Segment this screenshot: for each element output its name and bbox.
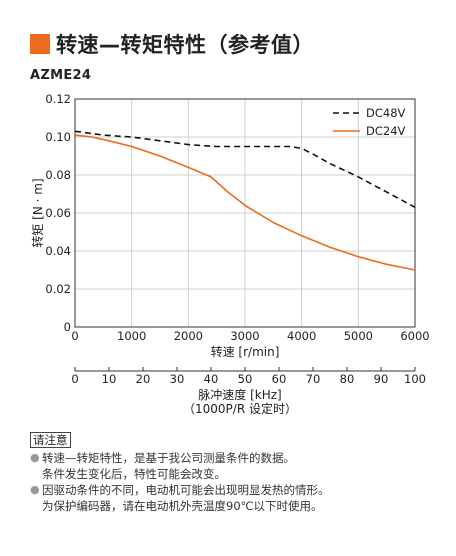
secondary-axis-tick-label: 40 xyxy=(204,372,219,386)
note-line: 因驱动条件的不同，电动机可能会出现明显发热的情形。 xyxy=(42,483,330,497)
legend-label: DC24V xyxy=(366,124,406,138)
x-tick-label: 3000 xyxy=(230,329,259,343)
secondary-axis-tick-label: 50 xyxy=(238,372,253,386)
secondary-axis-tick-label: 0 xyxy=(71,372,78,386)
secondary-axis-sublabel: （1000P/R 设定时） xyxy=(183,401,297,416)
secondary-axis-tick-label: 90 xyxy=(374,372,389,386)
secondary-axis-tick-label: 20 xyxy=(136,372,151,386)
series-line-dc24v xyxy=(74,134,416,271)
note-line: 为保护编码器，请在电动机外壳温度90℃以下时使用。 xyxy=(42,499,323,513)
plot-frame xyxy=(74,98,416,328)
page-header: 转速—转矩特性（参考值） xyxy=(30,30,314,58)
y-tick-label: 0.02 xyxy=(45,282,71,296)
y-tick-label: 0.10 xyxy=(45,130,71,144)
secondary-axis-tick-label: 30 xyxy=(170,372,185,386)
y-tick-label: 0.12 xyxy=(45,92,71,106)
orange-square-icon xyxy=(30,34,50,54)
y-tick-label: 0 xyxy=(64,320,71,334)
x-axis-label: 转速 [r/min] xyxy=(211,344,280,359)
x-tick-label: 2000 xyxy=(174,329,203,343)
bullet-icon: ● xyxy=(30,483,40,496)
model-name: AZME24 xyxy=(30,68,92,83)
x-tick-label: 1000 xyxy=(117,329,146,343)
page-title: 转速—转矩特性（参考值） xyxy=(56,33,314,57)
note-item: ● 因驱动条件的不同，电动机可能会出现明显发热的情形。 为保护编码器，请在电动机… xyxy=(30,482,440,514)
x-tick-label: 4000 xyxy=(287,329,316,343)
legend-label: DC48V xyxy=(366,106,406,120)
secondary-axis-tick-label: 60 xyxy=(272,372,287,386)
note-line: 转速—转矩特性，是基于我公司测量条件的数据。 xyxy=(42,451,295,465)
note-item: ● 转速—转矩特性，是基于我公司测量条件的数据。 条件发生变化后，特性可能会改变… xyxy=(30,450,440,482)
x-tick-label: 6000 xyxy=(400,329,429,343)
series-line-dc48v xyxy=(74,130,416,209)
y-tick-label: 0.06 xyxy=(45,206,71,220)
bullet-icon: ● xyxy=(30,451,40,464)
secondary-axis-label: 脉冲速度 [kHz] xyxy=(198,387,281,402)
speed-torque-chart: 0 1000 2000 3000 4000 5000 600000.020.040.060.… xyxy=(30,92,430,416)
y-tick-label: 0.08 xyxy=(45,168,71,182)
secondary-axis-tick-label: 10 xyxy=(102,372,117,386)
notes-heading: 请注意 xyxy=(30,432,71,448)
y-axis-label: 转矩 [N · m] xyxy=(30,178,45,247)
secondary-axis-tick-label: 80 xyxy=(340,372,355,386)
secondary-axis-tick-label: 70 xyxy=(306,372,321,386)
note-line: 条件发生变化后，特性可能会改变。 xyxy=(42,467,226,481)
x-tick-label: 0 xyxy=(71,329,78,343)
x-tick-label: 5000 xyxy=(344,329,373,343)
secondary-axis-tick-label: 100 xyxy=(404,372,426,386)
y-tick-label: 0.04 xyxy=(45,244,71,258)
notes-section: 请注意 ● 转速—转矩特性，是基于我公司测量条件的数据。 条件发生变化后，特性可… xyxy=(30,432,440,514)
